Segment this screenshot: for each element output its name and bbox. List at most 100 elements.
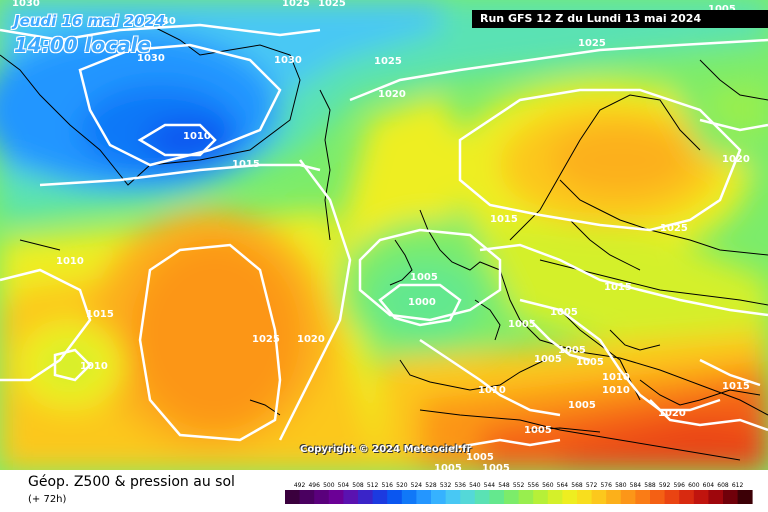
- color-scale-tick-label: 592: [659, 482, 671, 489]
- field-title: Géop. Z500 & pression au sol: [28, 474, 235, 490]
- isobars: [0, 23, 768, 452]
- isobar-label: 1010: [56, 256, 84, 267]
- color-scale-tick-label: 496: [308, 482, 320, 489]
- isobar-label: 1020: [722, 154, 750, 165]
- color-scale-cell: [723, 490, 738, 504]
- isobar-label: 1005: [466, 452, 494, 463]
- color-scale-cell: [620, 490, 636, 504]
- isobar-label: 1025: [252, 334, 280, 345]
- isobar-label: 1010: [80, 361, 108, 372]
- color-scale-tick-label: 504: [338, 482, 350, 489]
- isobar-label: 1030: [137, 53, 165, 64]
- color-scale-tick-label: 612: [732, 482, 744, 489]
- isobar-label: 1010: [183, 131, 211, 142]
- color-scale-cell: [664, 490, 680, 504]
- color-scale-tick-label: 556: [527, 482, 539, 489]
- isobar-label: 1005: [568, 400, 596, 411]
- isobar-label: 1005: [576, 357, 604, 368]
- isobar-label: 1010: [478, 385, 506, 396]
- isobar-label: 1015: [604, 282, 632, 293]
- color-scale-tick-label: 576: [600, 482, 612, 489]
- color-scale-tick-label: 600: [688, 482, 700, 489]
- color-scale-cell: [650, 490, 665, 504]
- color-scale-cell: [416, 490, 432, 504]
- isobar-label: 1005: [410, 272, 438, 283]
- color-scale-tick-label: 508: [352, 482, 364, 489]
- color-scale-tick-label: 520: [396, 482, 408, 489]
- isobar-label: 1005: [550, 307, 578, 318]
- color-scale-tick-label: 608: [717, 482, 729, 489]
- color-scale-cell: [504, 490, 519, 504]
- isobar-label: 1030: [274, 55, 302, 66]
- isobar-label: 1025: [318, 0, 346, 9]
- isobar-label: 1025: [282, 0, 310, 9]
- color-scale-tick-label: 544: [484, 482, 496, 489]
- isobar-label: 1020: [658, 408, 686, 419]
- isobar-label: 1000: [408, 297, 436, 308]
- color-scale-cell: [343, 490, 359, 504]
- color-scale-tick-label: 528: [425, 482, 437, 489]
- color-scale-tick-label: 548: [498, 482, 510, 489]
- color-scale-cell: [431, 490, 446, 504]
- color-scale-cell: [328, 490, 344, 504]
- color-scale-cell: [533, 490, 549, 504]
- isobar-label: 1005: [534, 354, 562, 365]
- isobar-label: 1005: [558, 345, 586, 356]
- color-scale-cell: [372, 490, 388, 504]
- isobar-label: 1025: [578, 38, 606, 49]
- isobar-label: 1025: [660, 223, 688, 234]
- isobar-label: 1040: [148, 16, 176, 27]
- color-scale-cell: [460, 490, 476, 504]
- isobar-labels: 1030 1040 1025 1025 1030 1030 1025 1025 …: [12, 0, 750, 470]
- color-scale-tick-label: 568: [571, 482, 583, 489]
- isobar-label: 1010: [602, 372, 630, 383]
- color-scale-cell: [518, 490, 534, 504]
- isobar-label: 1020: [378, 89, 406, 100]
- color-scale-cell: [591, 490, 607, 504]
- isobar-label: 1010: [602, 385, 630, 396]
- color-scale-tick-label: 596: [673, 482, 685, 489]
- color-scale-tick-label: 588: [644, 482, 656, 489]
- color-scale-tick-label: 584: [630, 482, 642, 489]
- map-footer: Géop. Z500 & pression au sol (+ 72h) 492…: [0, 470, 768, 512]
- color-scale-tick-label: 564: [557, 482, 569, 489]
- isobar-label: 1015: [232, 159, 260, 170]
- color-scale-cell: [387, 490, 403, 504]
- isobar-label: 1005: [708, 4, 736, 15]
- isobar-label: 1005: [508, 319, 536, 330]
- geopotential-field: [0, 0, 768, 470]
- isobar-label: 1020: [297, 334, 325, 345]
- color-scale-tick-label: 604: [703, 482, 715, 489]
- color-scale-tick-label: 532: [440, 482, 452, 489]
- color-scale-cell: [606, 490, 622, 504]
- color-scale-cell: [562, 490, 578, 504]
- color-scale: 492 496 500 504 508 512 516 520 524 528 532 536 540 5…: [285, 482, 753, 504]
- color-scale-cell: [577, 490, 592, 504]
- color-scale-cell: [474, 490, 490, 504]
- model-run-label: Run GFS 12 Z du Lundi 13 mai 2024: [472, 10, 768, 28]
- color-scale-cell: [547, 490, 563, 504]
- color-scale-tick-label: 512: [367, 482, 379, 489]
- color-scale-cell: [285, 490, 300, 504]
- isobar-label: 1005: [434, 463, 462, 470]
- color-scale-cell: [737, 490, 753, 504]
- color-scale-cell: [679, 490, 695, 504]
- color-scale-ticks: 492 496 500 504 508 512 516 520 524 528 532 536 540 5…: [294, 482, 744, 489]
- color-scale-cell: [489, 490, 505, 504]
- color-scale-cell: [358, 490, 373, 504]
- forecast-local-time: 14:00 locale: [14, 33, 151, 57]
- color-scale-cell: [401, 490, 417, 504]
- color-scale-cell: [635, 490, 651, 504]
- forecast-map: 1030 1040 1025 1025 1030 1030 1025 1025 …: [0, 0, 768, 470]
- color-scale-tick-label: 524: [411, 482, 423, 489]
- color-scale-tick-label: 516: [381, 482, 393, 489]
- color-scale-tick-label: 536: [454, 482, 466, 489]
- isobar-label: 1005: [524, 425, 552, 436]
- color-scale-tick-label: 572: [586, 482, 598, 489]
- color-scale-cells: [285, 490, 753, 504]
- isobar-label: 1015: [722, 381, 750, 392]
- isobar-label: 1015: [490, 214, 518, 225]
- isobar-label: 1030: [12, 0, 40, 9]
- color-scale-cell: [708, 490, 724, 504]
- color-scale-tick-label: 552: [513, 482, 525, 489]
